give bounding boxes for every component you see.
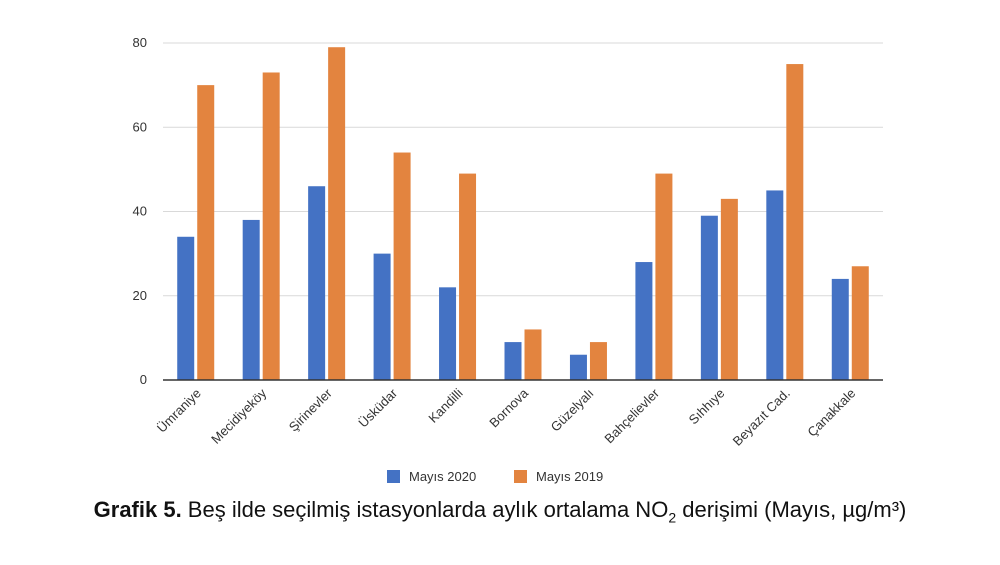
x-tick-label: Bornova — [486, 385, 531, 430]
bar — [439, 287, 457, 380]
y-tick-label: 40 — [133, 204, 147, 219]
bar — [504, 342, 522, 380]
x-tick-label: Beyazıt Cad. — [730, 386, 793, 449]
bar — [177, 236, 195, 380]
legend-label: Mayıs 2020 — [409, 469, 476, 484]
y-tick-label: 80 — [133, 35, 147, 50]
legend-label: Mayıs 2019 — [536, 469, 603, 484]
bar — [242, 219, 260, 380]
y-tick-label: 20 — [133, 288, 147, 303]
bar — [720, 198, 738, 380]
bars — [177, 47, 869, 381]
x-tick-label: Kandilli — [425, 385, 465, 425]
y-tick-label: 60 — [133, 119, 147, 134]
x-axis-ticks: Ümraniye Mecidiyeköy Şirinevler Üsküdar Kand… — [154, 385, 858, 449]
bar — [459, 173, 477, 380]
caption-text: Beş ilde seçilmiş istasyonlarda aylık or… — [181, 497, 669, 522]
bar — [851, 266, 869, 380]
legend-swatch — [514, 470, 527, 483]
bar — [766, 190, 784, 380]
x-tick-label: Çanakkale — [804, 386, 858, 440]
bar — [786, 64, 804, 380]
caption-label: Grafik 5. — [93, 497, 182, 522]
bar — [700, 215, 718, 380]
x-tick-label: Sıhhıye — [686, 386, 728, 428]
legend: Mayıs 2020 Mayıs 2019 — [387, 469, 603, 484]
caption-subscript: 2 — [668, 509, 677, 526]
bar — [393, 152, 411, 380]
gridlines — [163, 42, 883, 297]
bar — [635, 262, 653, 380]
bar — [831, 278, 849, 380]
bar — [524, 329, 542, 380]
x-tick-label: Bahçelievler — [601, 385, 662, 446]
bar — [197, 85, 215, 380]
y-tick-label: 0 — [140, 372, 147, 387]
bar — [308, 186, 326, 380]
x-tick-label: Ümraniye — [154, 386, 204, 436]
x-tick-label: Üsküdar — [355, 385, 400, 430]
caption-text-end: derişimi (Mayıs, µg/m³) — [676, 497, 907, 522]
bar — [373, 253, 391, 380]
figure-caption: Grafik 5. Beş ilde seçilmiş istasyonlard… — [0, 497, 1000, 525]
x-tick-label: Şirinevler — [286, 385, 335, 434]
x-tick-label: Mecidiyeköy — [208, 385, 270, 447]
legend-swatch — [387, 470, 400, 483]
bar — [328, 47, 346, 381]
bar — [262, 72, 280, 381]
x-tick-label: Güzelyalı — [548, 386, 597, 435]
bar — [589, 342, 607, 380]
bar — [569, 354, 587, 380]
y-axis-ticks: 0 20 40 60 80 — [133, 35, 147, 387]
bar — [655, 173, 673, 380]
